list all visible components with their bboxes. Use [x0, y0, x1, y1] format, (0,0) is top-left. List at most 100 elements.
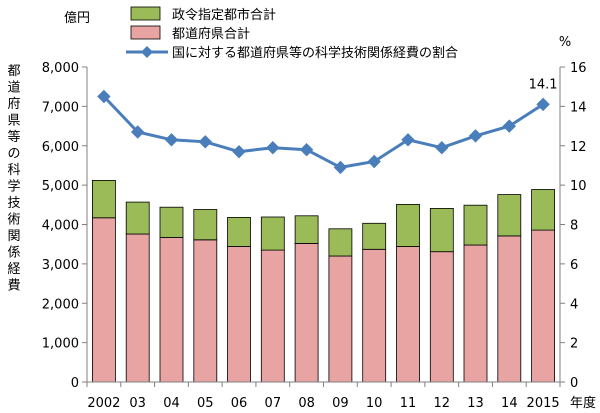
left-axis-title-char: 等	[7, 129, 20, 145]
left-axis-title-char: 費	[7, 279, 20, 294]
x-tick-label: 04	[163, 396, 180, 411]
bar-prefecture	[463, 244, 488, 383]
x-axis-labels: 2002 03 04 05 06 07 08 09 10 11 12 13 14 2015 年度	[87, 395, 596, 411]
left-tick-label: 3,000	[42, 258, 79, 273]
x-tick-label: 2002	[87, 396, 120, 411]
bar-prefecture	[125, 233, 150, 383]
left-axis-ticks: 0 1,000 2,000 3,000 4,000 5,000 6,000 7,000 8,00…	[42, 61, 87, 391]
right-axis-ticks: 0 2 4 6 8 10 12 14 16	[560, 61, 587, 391]
bar-prefecture	[362, 248, 387, 383]
bar-designated-city	[92, 179, 116, 219]
ratio-data-label: 14.1	[529, 77, 558, 92]
ratio-marker	[435, 140, 449, 155]
axis-titles: 億円% 都道府県等の科学技術関係経費	[7, 10, 571, 294]
bar-prefecture	[227, 246, 251, 383]
bar-designated-city	[328, 228, 353, 257]
x-tick-label: 12	[433, 396, 450, 411]
legend-item-designated-city-label: 政令指定都市合計	[172, 7, 276, 23]
bar-designated-city	[159, 206, 184, 238]
ratio-marker	[232, 144, 246, 159]
bar-designated-city	[362, 222, 387, 250]
left-axis-title-char: 術	[7, 213, 20, 228]
left-axis-title-char: 関	[7, 229, 20, 244]
right-tick-label: 10	[570, 179, 587, 194]
bar-prefecture	[497, 235, 522, 383]
bar-designated-city	[260, 216, 285, 251]
bar-prefecture	[328, 255, 353, 383]
bar-designated-city	[463, 204, 488, 246]
bar-prefecture	[92, 217, 116, 383]
bar-designated-city	[294, 215, 319, 244]
bars	[92, 179, 555, 383]
bar-prefecture	[193, 239, 218, 383]
left-axis-title-char: 学	[7, 179, 20, 195]
ratio-marker	[130, 125, 145, 139]
bar-prefecture	[260, 249, 285, 383]
bar-designated-city	[429, 207, 454, 253]
x-tick-label: 08	[298, 396, 315, 411]
bar-designated-city	[531, 189, 555, 231]
ratio-marker	[266, 140, 280, 155]
right-tick-label: 0	[570, 376, 578, 391]
legend-item-prefecture-label: 都道府県合計	[172, 26, 250, 42]
ratio-marker	[333, 160, 348, 175]
x-tick-label: 03	[129, 396, 146, 411]
legend-item-prefecture-swatch	[130, 25, 161, 40]
right-tick-label: 16	[570, 61, 587, 76]
bar-designated-city	[227, 216, 251, 247]
left-tick-label: 6,000	[42, 140, 79, 155]
left-tick-label: 4,000	[42, 219, 79, 234]
bar-prefecture	[429, 251, 454, 383]
left-tick-label: 0	[71, 376, 79, 391]
ratio-marker	[97, 89, 111, 104]
left-axis-title-char: 道	[7, 81, 20, 96]
x-tick-label: 10	[366, 396, 383, 411]
bar-designated-city	[193, 209, 218, 241]
ratio-marker	[536, 97, 550, 112]
left-tick-label: 5,000	[42, 179, 79, 194]
left-axis-title-char: 技	[7, 196, 20, 211]
x-tick-label: 13	[467, 396, 484, 411]
bar-designated-city	[396, 203, 420, 247]
left-axis-title-char: 県	[7, 114, 20, 129]
left-tick-label: 2,000	[42, 297, 79, 312]
bar-prefecture	[294, 242, 319, 383]
x-tick-label: 11	[400, 396, 417, 411]
axes	[86, 67, 561, 387]
x-tick-label: 2015	[527, 396, 560, 411]
ratio-marker	[164, 133, 179, 147]
left-axis-title-char: 府	[7, 97, 20, 112]
right-tick-label: 4	[570, 297, 578, 312]
ratio-line: 14.1	[97, 77, 558, 175]
ratio-marker	[401, 133, 415, 147]
right-tick-label: 2	[570, 337, 578, 352]
left-axis-unit: 億円	[64, 10, 90, 26]
x-tick-label: 07	[265, 396, 282, 411]
right-axis-unit: %	[559, 35, 571, 50]
x-tick-label: 09	[332, 396, 349, 411]
ratio-marker	[468, 129, 483, 143]
ratio-marker	[367, 154, 381, 169]
ratio-marker	[299, 142, 314, 157]
legend-item-ratio-label: 国に対する都道府県等の科学技術関係経費の割合	[172, 45, 458, 61]
x-tick-label: 14	[501, 396, 518, 411]
x-tick-label: 06	[231, 396, 248, 411]
left-axis-title-char: の	[7, 147, 20, 162]
ratio-marker	[502, 119, 517, 133]
right-tick-label: 12	[570, 140, 587, 155]
left-tick-label: 8,000	[42, 61, 79, 76]
right-tick-label: 8	[570, 219, 578, 234]
bar-prefecture	[396, 246, 420, 383]
legend-item-designated-city-swatch	[130, 6, 161, 21]
left-axis-title-char: 科	[7, 163, 20, 178]
right-tick-label: 14	[570, 100, 587, 115]
x-tick-label: 05	[197, 396, 214, 411]
left-axis-title-char: 係	[7, 246, 20, 261]
left-tick-label: 7,000	[42, 100, 79, 115]
bar-prefecture	[159, 237, 184, 383]
legend-item-ratio-swatch-marker	[141, 46, 153, 58]
left-tick-label: 1,000	[42, 337, 79, 352]
